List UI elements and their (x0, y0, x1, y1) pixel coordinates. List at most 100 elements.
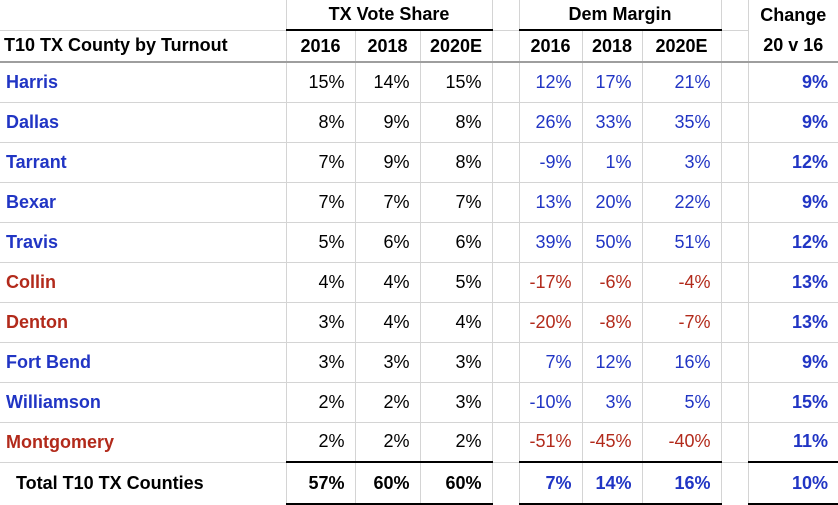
vote-share-value: 9% (355, 102, 421, 143)
dem-margin-value: 12% (519, 62, 583, 103)
vote-share-value: 4% (420, 302, 493, 343)
vote-share-year-2020e: 2020E (420, 30, 493, 63)
total-dem-margin-2016: 7% (519, 461, 583, 505)
total-dem-margin-2018: 14% (582, 461, 643, 505)
spacer-cell (492, 222, 520, 263)
vote-share-value: 7% (286, 182, 356, 223)
change-value: 13% (748, 262, 838, 303)
dem-margin-value: 39% (519, 222, 583, 263)
total-vote-share-2020e: 60% (420, 461, 493, 505)
table-row: Williamson 2% 2% 3% -10% 3% 5% 15% (0, 382, 838, 423)
table-row: Denton 3% 4% 4% -20% -8% -7% 13% (0, 302, 838, 343)
header-group-row: TX Vote Share Dem Margin Change (0, 0, 838, 31)
spacer-cell (492, 142, 520, 183)
vote-share-value: 3% (286, 342, 356, 383)
dem-margin-value: -10% (519, 382, 583, 423)
dem-margin-value: 16% (642, 342, 722, 383)
total-label: Total T10 TX Counties (0, 461, 287, 504)
spacer-cell (721, 182, 749, 223)
total-row: Total T10 TX Counties 57% 60% 60% 7% 14%… (0, 461, 838, 505)
county-rows: Harris 15% 14% 15% 12% 17% 21% 9% Dallas 8% 9% 8% 26… (0, 62, 838, 463)
vote-share-value: 15% (286, 62, 356, 103)
dem-margin-value: 35% (642, 102, 722, 143)
dem-margin-value: 51% (642, 222, 722, 263)
dem-margin-year-2020e: 2020E (642, 30, 722, 63)
vote-share-value: 3% (420, 382, 493, 423)
county-name: Tarrant (0, 142, 287, 183)
dem-margin-value: -8% (582, 302, 643, 343)
total-dem-margin-2020e: 16% (642, 461, 722, 505)
dem-margin-value: -9% (519, 142, 583, 183)
total-change: 10% (748, 461, 838, 505)
spacer-cell (721, 302, 749, 343)
change-sub-header: 20 v 16 (748, 30, 838, 63)
group-header-tx-vote-share: TX Vote Share (286, 0, 493, 31)
county-name: Travis (0, 222, 287, 263)
vote-share-value: 8% (286, 102, 356, 143)
change-value: 11% (748, 422, 838, 463)
change-value: 9% (748, 342, 838, 383)
spacer-cell (721, 461, 749, 504)
total-vote-share-2018: 60% (355, 461, 421, 505)
change-value: 12% (748, 142, 838, 183)
table-row: Harris 15% 14% 15% 12% 17% 21% 9% (0, 62, 838, 103)
spacer-cell (492, 102, 520, 143)
change-value: 9% (748, 62, 838, 103)
dem-margin-value: 1% (582, 142, 643, 183)
vote-share-value: 4% (286, 262, 356, 303)
spacer-cell (492, 262, 520, 303)
group-header-change: Change (760, 4, 827, 25)
vote-share-value: 14% (355, 62, 421, 103)
county-name: Harris (0, 62, 287, 103)
vote-share-value: 2% (355, 422, 421, 463)
dem-margin-value: -4% (642, 262, 722, 303)
table-row: Travis 5% 6% 6% 39% 50% 51% 12% (0, 222, 838, 263)
vote-share-value: 7% (355, 182, 421, 223)
vote-share-value: 5% (420, 262, 493, 303)
group-header-dem-margin: Dem Margin (519, 0, 722, 31)
vote-share-value: 3% (286, 302, 356, 343)
spacer-cell (492, 0, 520, 31)
vote-share-value: 8% (420, 102, 493, 143)
county-name: Williamson (0, 382, 287, 423)
spacer-cell (492, 461, 520, 504)
spacer-cell (721, 382, 749, 423)
spacer-cell (721, 222, 749, 263)
table-row: Collin 4% 4% 5% -17% -6% -4% 13% (0, 262, 838, 303)
dem-margin-value: -6% (582, 262, 643, 303)
vote-share-year-2018: 2018 (355, 30, 421, 63)
dem-margin-value: 7% (519, 342, 583, 383)
vote-share-value: 3% (355, 342, 421, 383)
dem-margin-value: 17% (582, 62, 643, 103)
dem-margin-value: 26% (519, 102, 583, 143)
change-value: 9% (748, 182, 838, 223)
vote-share-value: 15% (420, 62, 493, 103)
spacer-cell (721, 30, 749, 63)
vote-share-year-2016: 2016 (286, 30, 356, 63)
vote-share-value: 2% (286, 382, 356, 423)
change-value: 15% (748, 382, 838, 423)
header-year-row: T10 TX County by Turnout 2016 2018 2020E… (0, 30, 838, 63)
vote-share-value: 7% (286, 142, 356, 183)
county-name: Collin (0, 262, 287, 303)
dem-margin-value: 21% (642, 62, 722, 103)
vote-share-value: 6% (355, 222, 421, 263)
dem-margin-value: -40% (642, 422, 722, 463)
spacer-cell (492, 182, 520, 223)
change-value: 9% (748, 102, 838, 143)
spacer-cell (721, 262, 749, 303)
dem-margin-value: 50% (582, 222, 643, 263)
spacer-cell (492, 342, 520, 383)
vote-share-value: 2% (355, 382, 421, 423)
spacer-cell (492, 382, 520, 423)
spacer-cell (721, 0, 749, 31)
dem-margin-year-2018: 2018 (582, 30, 643, 63)
spacer-cell (721, 422, 749, 463)
spacer-cell (721, 62, 749, 103)
dem-margin-value: 22% (642, 182, 722, 223)
dem-margin-value: -51% (519, 422, 583, 463)
dem-margin-value: 20% (582, 182, 643, 223)
change-value: 12% (748, 222, 838, 263)
table-row: Dallas 8% 9% 8% 26% 33% 35% 9% (0, 102, 838, 143)
dem-margin-value: 3% (582, 382, 643, 423)
